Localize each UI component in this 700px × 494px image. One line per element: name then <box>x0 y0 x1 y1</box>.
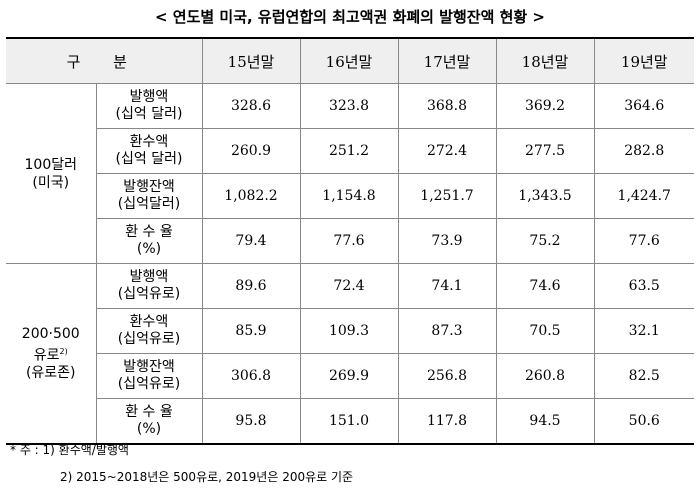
row-label-name: 환수액 <box>129 314 169 330</box>
header-year: 15년말 <box>201 38 301 84</box>
cell-value: 70.5 <box>495 308 595 354</box>
row-label-name: 환 수 율 <box>125 404 173 420</box>
cell-value: 269.9 <box>299 353 399 399</box>
cell-value: 85.9 <box>201 308 301 354</box>
group-region: (미국) <box>32 174 70 191</box>
header-year: 17년말 <box>397 38 497 84</box>
cell-value: 75.2 <box>495 218 595 264</box>
group-name: 100달러 <box>24 156 77 173</box>
cell-value: 328.6 <box>201 83 301 129</box>
footnote-marker: 2) <box>59 346 68 356</box>
cell-value: 117.8 <box>397 398 497 444</box>
group-currency: 유로2) <box>6 343 96 365</box>
cell-value: 63.5 <box>593 263 694 309</box>
cell-value: 272.4 <box>397 128 497 174</box>
header-year: 18년말 <box>495 38 595 84</box>
group-region: (유로존) <box>25 365 76 382</box>
row-label-unit: (십억유로) <box>117 376 181 392</box>
row-label: 발행액 (십억 달러) <box>95 83 203 129</box>
cell-value: 94.5 <box>495 398 595 444</box>
cell-value: 1,154.8 <box>299 173 399 219</box>
cell-value: 89.6 <box>201 263 301 309</box>
table-row: 200·500 유로2) (유로존) 발행액 (십억유로) 89.6 72.4 … <box>6 263 694 445</box>
row-label: 발행잔액 (십억유로) <box>96 353 203 399</box>
table-title: < 연도별 미국, 유럽연합의 최고액권 화폐의 발행잔액 현황 > <box>154 8 545 26</box>
row-label-name: 발행액 <box>129 269 169 285</box>
cell-value: 369.2 <box>495 83 595 129</box>
group-label-eur: 200·500 유로2) (유로존) <box>6 263 97 445</box>
row-label-unit: (십억유로) <box>117 331 181 347</box>
cell-value: 151.0 <box>299 398 399 444</box>
footnote-1: * 주 : 1) 환수액/발행액 <box>10 443 129 457</box>
cell-value: 364.6 <box>593 83 694 129</box>
row-label-name: 발행잔액 <box>123 179 175 195</box>
row-label-unit: (%) <box>136 241 162 257</box>
row-label: 발행액 (십억유로) <box>95 263 203 309</box>
row-label: 환 수 율 (%) <box>96 398 203 444</box>
row-label-unit: (십억 달러) <box>115 106 183 122</box>
row-label-unit: (%) <box>136 421 162 437</box>
cell-value: 260.9 <box>201 128 301 174</box>
row-label-name: 발행액 <box>129 89 169 105</box>
footnote-2: 2) 2015~2018년은 500유로, 2019년은 200유로 기준 <box>60 470 354 484</box>
cell-value: 260.8 <box>495 353 595 399</box>
cell-value: 306.8 <box>201 353 301 399</box>
cell-value: 74.1 <box>397 263 497 309</box>
header-row: 구 분 15년말 16년말 17년말 18년말 19년말 <box>6 38 694 84</box>
row-label-unit: (십억유로) <box>117 286 181 302</box>
cell-value: 1,343.5 <box>495 173 595 219</box>
group-currency-text: 유로 <box>33 347 60 364</box>
table-row: 환수액 (십억유로) 85.9 109.3 87.3 70.5 32.1 <box>6 308 694 354</box>
cell-value: 282.8 <box>593 128 694 174</box>
row-label-name: 환 수 율 <box>125 224 173 240</box>
table-row: 환 수 율 (%) 95.8 151.0 117.8 94.5 50.6 <box>6 398 694 444</box>
cell-value: 77.6 <box>593 218 694 264</box>
table-row: 발행잔액 (십억유로) 306.8 269.9 256.8 260.8 82.5 <box>6 353 694 399</box>
row-label: 발행잔액 (십억달러) <box>96 173 203 219</box>
group-label-usd: 100달러 (미국) <box>6 83 97 264</box>
row-label: 환수액 (십억유로) <box>96 308 203 354</box>
cell-value: 50.6 <box>593 398 694 444</box>
group-name: 200·500 <box>21 325 80 342</box>
cell-value: 73.9 <box>397 218 497 264</box>
cell-value: 32.1 <box>593 308 694 354</box>
table-row: 환수액 (십억 달러) 260.9 251.2 272.4 277.5 282.… <box>6 128 694 174</box>
cell-value: 74.6 <box>495 263 595 309</box>
cell-value: 1,424.7 <box>593 173 694 219</box>
cell-value: 251.2 <box>299 128 399 174</box>
row-label-name: 환수액 <box>129 134 169 150</box>
table-row: 발행잔액 (십억달러) 1,082.2 1,154.8 1,251.7 1,34… <box>6 173 694 219</box>
cell-value: 109.3 <box>299 308 399 354</box>
header-year: 19년말 <box>593 38 694 84</box>
row-label-unit: (십억달러) <box>117 196 181 212</box>
cell-value: 1,251.7 <box>397 173 497 219</box>
cell-value: 72.4 <box>299 263 399 309</box>
cell-value: 77.6 <box>299 218 399 264</box>
cell-value: 368.8 <box>397 83 497 129</box>
banknote-table: 구 분 15년말 16년말 17년말 18년말 19년말 100달러 (미국) … <box>6 37 694 445</box>
cell-value: 256.8 <box>397 353 497 399</box>
row-label: 환 수 율 (%) <box>96 218 203 264</box>
cell-value: 82.5 <box>593 353 694 399</box>
table-row: 환 수 율 (%) 79.4 77.6 73.9 75.2 77.6 <box>6 218 694 264</box>
cell-value: 79.4 <box>201 218 301 264</box>
cell-value: 87.3 <box>397 308 497 354</box>
cell-value: 1,082.2 <box>201 173 301 219</box>
row-label-name: 발행잔액 <box>123 359 175 375</box>
table-row: 100달러 (미국) 발행액 (십억 달러) 328.6 323.8 368.8… <box>6 83 694 264</box>
header-category: 구 분 <box>6 38 203 84</box>
cell-value: 277.5 <box>495 128 595 174</box>
header-year: 16년말 <box>299 38 399 84</box>
cell-value: 323.8 <box>299 83 399 129</box>
row-label: 환수액 (십억 달러) <box>96 128 203 174</box>
row-label-unit: (십억 달러) <box>115 151 183 167</box>
cell-value: 95.8 <box>201 398 301 444</box>
